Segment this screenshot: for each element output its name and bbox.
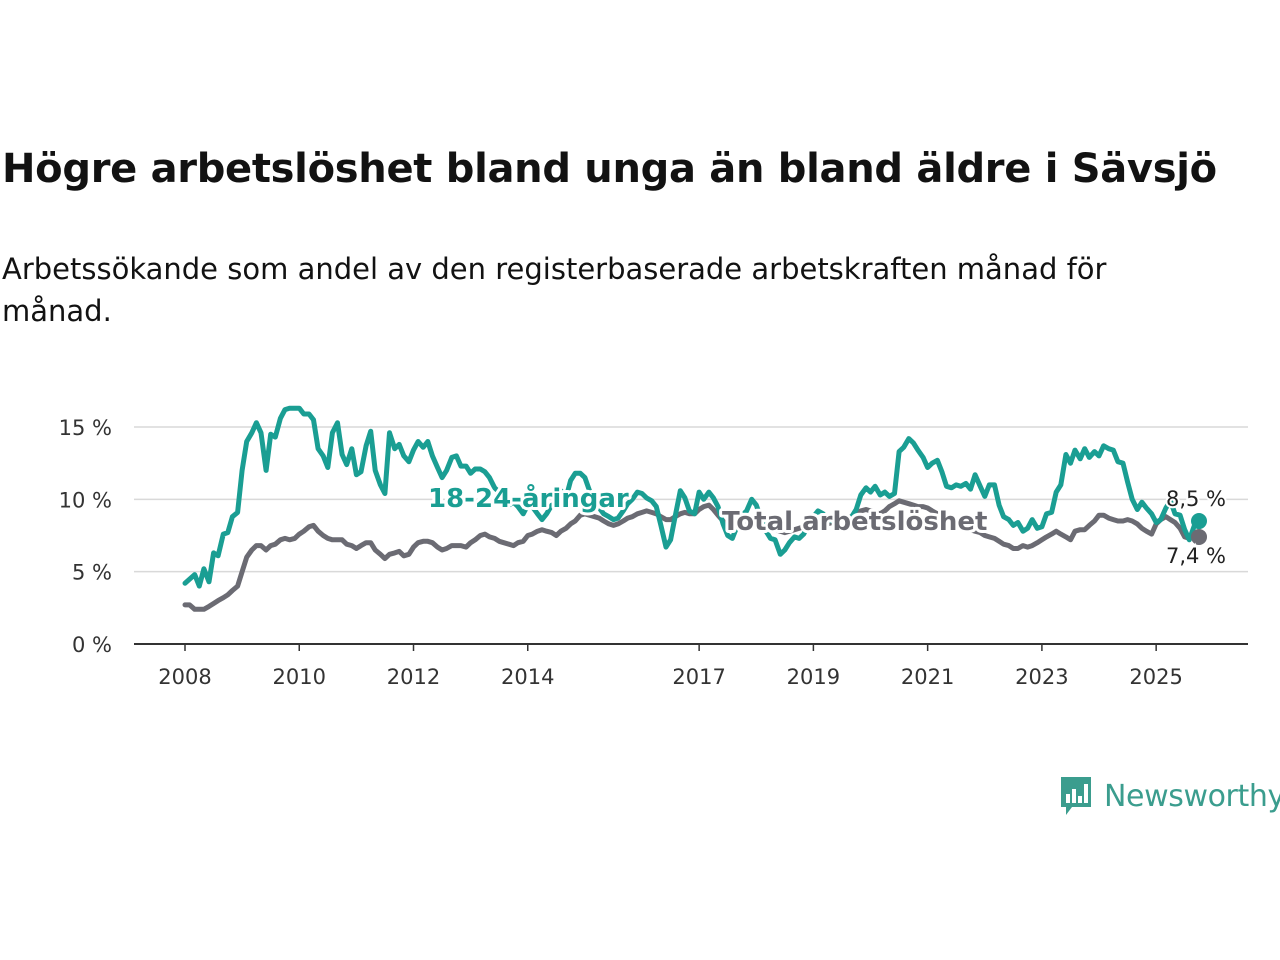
- x-tick-label: 2010: [273, 665, 326, 689]
- series-labels: 18-24-åringar Total arbetslöshet 8,5 % 7…: [425, 479, 1228, 570]
- series-label-youth: 18-24-åringar: [428, 482, 629, 514]
- chart-subtitle: Arbetssökande som andel av den registerb…: [2, 252, 1107, 328]
- y-tick-label: 10 %: [59, 488, 112, 512]
- x-tick-label: 2012: [387, 665, 440, 689]
- x-tick-label: 2021: [901, 665, 954, 689]
- y-axis-ticks: 0 % 5 % 10 % 15 %: [59, 416, 112, 657]
- x-tick-label: 2019: [787, 665, 840, 689]
- x-axis-ticks: 2008 2010 2012 2014 2017 2019 2021 2023 2025: [158, 644, 1183, 689]
- y-tick-label: 15 %: [59, 416, 112, 440]
- y-tick-label: 0 %: [72, 633, 112, 657]
- x-tick-label: 2017: [672, 665, 725, 689]
- end-point-youth: [1191, 513, 1207, 530]
- end-point-total: [1191, 528, 1207, 545]
- line-chart: 0 %5 %10 %15 % 2008 2010 2012 2014 2017 2019 2…: [59, 405, 1248, 689]
- y-tick-label: 5 %: [72, 561, 112, 585]
- series-lines: [182, 405, 1207, 612]
- brand-name: Newsworthy: [1104, 778, 1280, 814]
- end-value-label-youth: 8,5 %: [1166, 487, 1226, 511]
- chart-title: Högre arbetslöshet bland unga än bland ä…: [2, 146, 1217, 192]
- end-value-label-total: 7,4 %: [1166, 544, 1226, 568]
- x-tick-label: 2025: [1129, 665, 1182, 689]
- newsworthy-logo: Newsworthy: [1058, 774, 1280, 818]
- series-label-total: Total arbetslöshet: [722, 507, 987, 537]
- series-line-youth: [182, 405, 1202, 589]
- newsworthy-bar-chart-icon: [1061, 777, 1091, 815]
- x-tick-label: 2023: [1015, 665, 1068, 689]
- x-tick-label: 2008: [158, 665, 211, 689]
- x-tick-label: 2014: [501, 665, 554, 689]
- gridlines: [134, 426, 1248, 573]
